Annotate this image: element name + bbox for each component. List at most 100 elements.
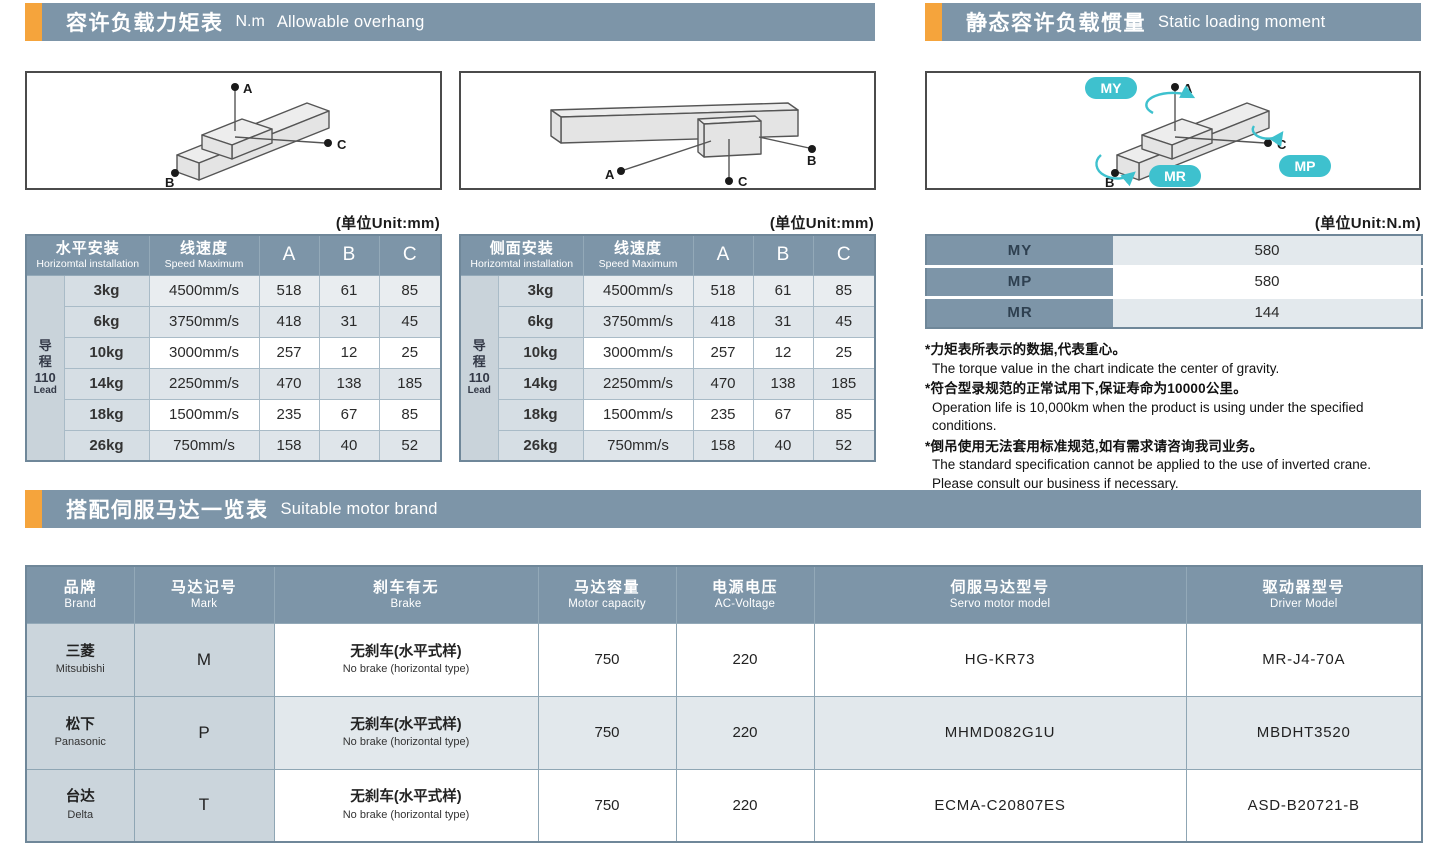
cell-b: 61 [318, 274, 380, 307]
cell-c: 185 [378, 367, 442, 400]
moment-value: 580 [1113, 264, 1422, 297]
cell-voltage: 220 [675, 622, 815, 697]
orange-accent-bar [25, 490, 42, 528]
cell-b: 138 [318, 367, 380, 400]
cell-load: 3kg [63, 274, 150, 307]
cell-speed: 2250mm/s [148, 367, 260, 400]
cell-speed: 3000mm/s [148, 336, 260, 369]
orange-accent-bar [925, 3, 942, 41]
cell-load: 18kg [63, 398, 150, 431]
mr-badge [1149, 165, 1201, 187]
my-badge-label: MY [1101, 80, 1123, 96]
col-header-voltage: 电源电压 AC-Voltage [675, 565, 815, 624]
footnote-en: The standard specification cannot be app… [932, 457, 1372, 472]
orange-accent-bar [25, 3, 42, 41]
cell-brake: 无刹车(水平式样) No brake (horizontal type) [273, 695, 539, 770]
table-row: 14kg 2250mm/s 470 138 185 [460, 367, 876, 400]
cell-load: 26kg [497, 429, 584, 462]
point-a-label: A [605, 167, 615, 182]
cell-a: 235 [258, 398, 320, 431]
cell-servo-model: ECMA-C20807ES [813, 768, 1187, 843]
cell-load: 26kg [63, 429, 150, 462]
cell-b: 31 [318, 305, 380, 338]
cell-driver-model: ASD-B20721-B [1185, 768, 1423, 843]
section-title-en: Static loading moment [1158, 12, 1326, 31]
col-header-speed: 线速度 Speed Maximum [148, 234, 260, 276]
static-moment-table: MY 580 MP 580 MR 144 [925, 234, 1423, 329]
cell-brake: 无刹车(水平式样) No brake (horizontal type) [273, 768, 539, 843]
cell-speed: 3000mm/s [582, 336, 694, 369]
cell-brand: 三菱 Mitsubishi [25, 622, 135, 697]
cell-mark: T [133, 768, 275, 843]
cell-a: 470 [692, 367, 754, 400]
cell-b: 40 [752, 429, 814, 462]
cell-speed: 4500mm/s [148, 274, 260, 307]
section-title-en: Allowable overhang [276, 12, 425, 31]
cell-speed: 750mm/s [148, 429, 260, 462]
moment-axes-diagram-box: A C B MY MP MR [925, 71, 1421, 190]
cell-speed: 3750mm/s [148, 305, 260, 338]
point-b-label: B [1105, 175, 1114, 188]
cell-b: 67 [752, 398, 814, 431]
cell-a: 235 [692, 398, 754, 431]
table-row: 导程 110 Lead 3kg 4500mm/s 518 61 85 [459, 274, 876, 462]
col-header-a: A [692, 234, 754, 276]
cell-load: 18kg [497, 398, 584, 431]
cell-speed: 3750mm/s [582, 305, 694, 338]
table-row: MR 144 [926, 295, 1422, 328]
table-row: 26kg 750mm/s 158 40 52 [26, 429, 442, 462]
moment-value: 580 [1113, 235, 1422, 266]
my-badge [1085, 77, 1137, 99]
col-header-speed: 线速度 Speed Maximum [582, 234, 694, 276]
point-b-label: B [807, 153, 816, 168]
side-installation-diagram-box: A B C [459, 71, 876, 190]
col-header-b: B [752, 234, 814, 276]
cell-speed: 1500mm/s [148, 398, 260, 431]
section-title-en: Suitable motor brand [280, 499, 438, 518]
cell-load: 10kg [63, 336, 150, 369]
moment-label: MR [926, 295, 1113, 328]
side-overhang-table: 侧面安装 Horizomtal installation 线速度 Speed M… [459, 234, 876, 462]
cell-mark: M [133, 622, 275, 697]
cell-b: 67 [318, 398, 380, 431]
point-c-label: C [738, 174, 748, 188]
mr-rotation-arrow-icon [1095, 154, 1136, 187]
cell-capacity: 750 [537, 768, 677, 843]
footnote-zh: *力矩表所表示的数据,代表重心。 [925, 342, 1127, 357]
cell-load: 6kg [497, 305, 584, 338]
table-row: 10kg 3000mm/s 257 12 25 [26, 336, 442, 369]
cell-a: 518 [692, 274, 754, 307]
cell-a: 257 [692, 336, 754, 369]
mp-badge-label: MP [1295, 158, 1316, 174]
section-title-zh: 容许负载力矩表 [66, 12, 224, 35]
cell-c: 52 [812, 429, 876, 462]
cell-c: 45 [378, 305, 442, 338]
table-row: 14kg 2250mm/s 470 138 185 [26, 367, 442, 400]
cell-speed: 4500mm/s [582, 274, 694, 307]
col-header-brake: 刹车有无 Brake [273, 565, 539, 624]
moment-value: 144 [1113, 295, 1422, 328]
cell-speed: 1500mm/s [582, 398, 694, 431]
cell-c: 85 [378, 274, 442, 307]
cell-speed: 750mm/s [582, 429, 694, 462]
section-header-static-moment: 静态容许负载惯量 Static loading moment [925, 3, 1421, 41]
col-header-c: C [378, 234, 442, 276]
col-header-mark: 马达记号 Mark [133, 565, 275, 624]
cell-brand: 松下 Panasonic [25, 695, 135, 770]
lead-cell: 导程 110 Lead [459, 274, 499, 462]
table-row: 26kg 750mm/s 158 40 52 [460, 429, 876, 462]
cell-c: 25 [378, 336, 442, 369]
col-header-c: C [812, 234, 876, 276]
footnote-zh: *倒吊使用无法套用标准规范,如有需求请咨询我司业务。 [925, 438, 1264, 454]
cell-capacity: 750 [537, 622, 677, 697]
cell-load: 14kg [63, 367, 150, 400]
horizontal-installation-diagram-box: A C B [25, 71, 442, 190]
moment-axes-diagram: A C B MY MP MR [1085, 77, 1331, 188]
lead-cell: 导程 110 Lead [25, 274, 65, 462]
side-installation-diagram: A B C [550, 102, 816, 188]
cell-b: 31 [752, 305, 814, 338]
table-row: MY 580 [926, 235, 1422, 266]
table-row: 18kg 1500mm/s 235 67 85 [460, 398, 876, 431]
my-rotation-arrow-icon [1145, 85, 1196, 115]
